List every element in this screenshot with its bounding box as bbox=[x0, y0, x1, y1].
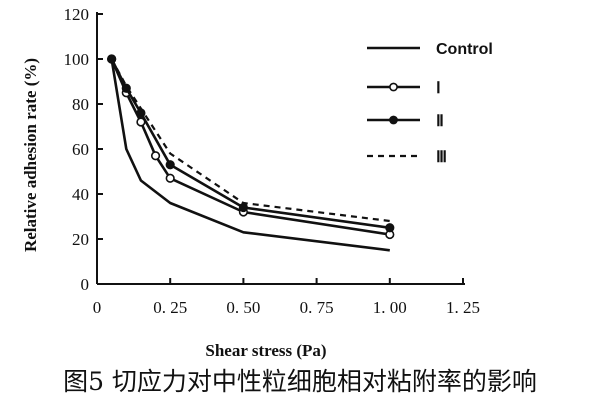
y-tick-label: 20 bbox=[72, 230, 89, 249]
x-axis-label: Shear stress (Pa) bbox=[205, 341, 326, 360]
chart-svg: 0 20 40 60 80 100 120 0 0. 25 0. 50 0. 75 1. 00 1. 2… bbox=[21, 5, 493, 360]
series-line-2 bbox=[110, 58, 390, 230]
y-axis-label: Relative adhesion rate (%) bbox=[21, 58, 40, 252]
legend-marker-1 bbox=[389, 82, 398, 92]
series-line-0 bbox=[110, 58, 390, 252]
series-point-2 bbox=[385, 223, 395, 233]
series-point-2 bbox=[238, 202, 248, 213]
y-tick-label: 40 bbox=[72, 185, 89, 204]
x-tick-label: 0. 25 bbox=[153, 298, 187, 317]
legend-marker-2 bbox=[389, 115, 398, 125]
y-tick-label: 80 bbox=[72, 95, 89, 114]
x-tick-label: 0. 50 bbox=[226, 298, 260, 317]
y-tick-label: 100 bbox=[64, 50, 90, 69]
series-point-2 bbox=[165, 160, 175, 170]
legend-label-3: Ⅲ bbox=[436, 149, 447, 166]
x-tick-label: 1. 25 bbox=[446, 298, 480, 317]
legend-label-1: Ⅰ bbox=[436, 80, 441, 97]
y-tick-label: 60 bbox=[72, 140, 89, 159]
y-tick-label: 120 bbox=[64, 5, 90, 24]
series-point-1 bbox=[165, 173, 175, 183]
series-line-3 bbox=[110, 58, 390, 223]
legend-label-0: Control bbox=[436, 41, 493, 58]
y-tick-label: 0 bbox=[81, 275, 90, 294]
x-tick-label: 0 bbox=[93, 298, 102, 317]
x-tick-label: 0. 75 bbox=[300, 298, 334, 317]
legend-label-2: Ⅱ bbox=[436, 113, 444, 130]
series-point-1 bbox=[150, 151, 161, 161]
figure-caption: 图5 切应力对中性粒细胞相对粘附率的影响 bbox=[63, 367, 537, 396]
x-tick-label: 1. 00 bbox=[373, 298, 407, 317]
